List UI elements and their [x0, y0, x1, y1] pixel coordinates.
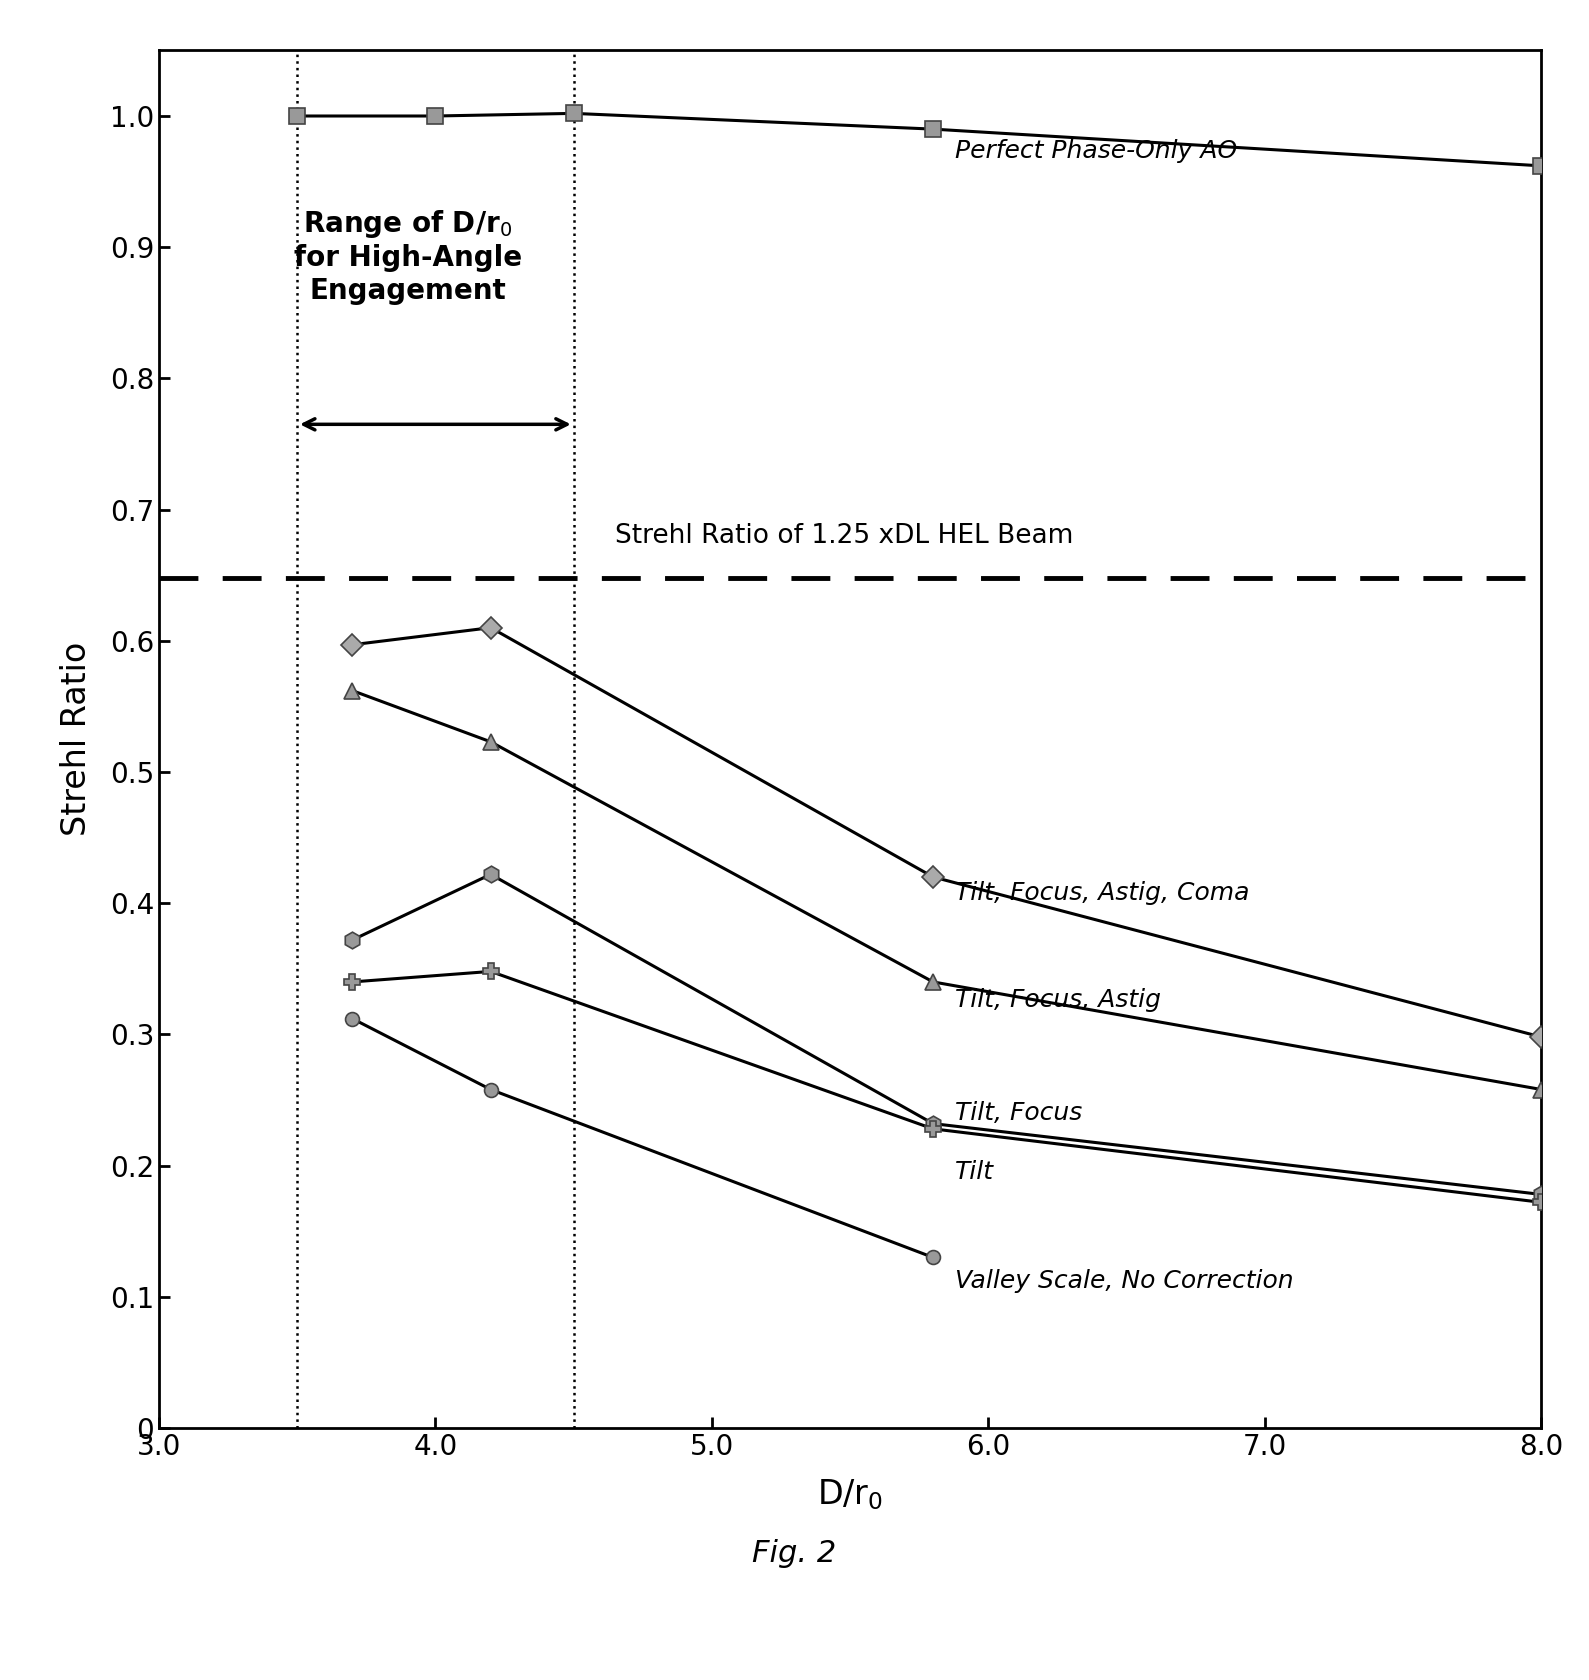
- Text: Strehl Ratio of 1.25 xDL HEL Beam: Strehl Ratio of 1.25 xDL HEL Beam: [615, 522, 1074, 549]
- Text: Perfect Phase-Only AO: Perfect Phase-Only AO: [955, 139, 1238, 163]
- X-axis label: D/r$_0$: D/r$_0$: [817, 1477, 883, 1512]
- Text: Valley Scale, No Correction: Valley Scale, No Correction: [955, 1268, 1293, 1294]
- Text: Tilt: Tilt: [955, 1161, 995, 1184]
- Text: Tilt, Focus, Astig: Tilt, Focus, Astig: [955, 988, 1162, 1013]
- Text: Range of D/r$_0$
for High-Angle
Engagement: Range of D/r$_0$ for High-Angle Engageme…: [294, 208, 521, 304]
- Y-axis label: Strehl Ratio: Strehl Ratio: [60, 642, 94, 837]
- Text: Tilt, Focus, Astig, Coma: Tilt, Focus, Astig, Coma: [955, 880, 1249, 906]
- Text: Fig. 2: Fig. 2: [752, 1539, 837, 1569]
- Text: Tilt, Focus: Tilt, Focus: [955, 1100, 1082, 1126]
